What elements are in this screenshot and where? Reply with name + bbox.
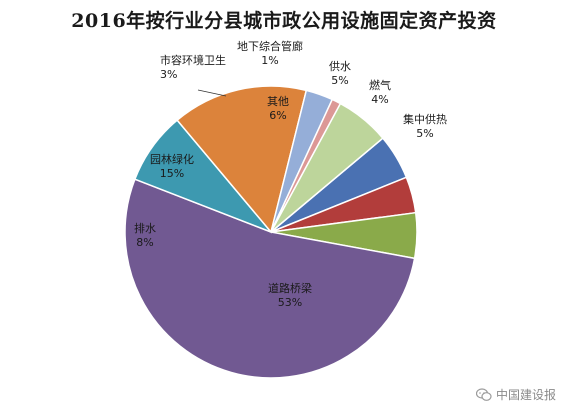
pie-slice-5 bbox=[176, 85, 308, 234]
slice-value-label-3: 53% bbox=[278, 296, 302, 309]
slice-label-6: 市容环境卫生 bbox=[160, 53, 226, 67]
slice-label-7: 地下综合管廊 bbox=[237, 39, 303, 53]
slice-label-2: 集中供热 bbox=[403, 112, 447, 126]
wechat-icon bbox=[475, 387, 492, 401]
slice-value-label-0: 5% bbox=[331, 74, 348, 87]
watermark-text: 中国建设报 bbox=[495, 388, 556, 402]
pie-slice-8 bbox=[270, 102, 384, 233]
slice-label-4: 排水 bbox=[134, 221, 156, 235]
slice-label-0: 供水 bbox=[329, 59, 351, 73]
slice-value-label-7: 1% bbox=[261, 54, 278, 67]
slice-value-label-1: 4% bbox=[371, 93, 388, 106]
watermark: 中国建设报 bbox=[475, 386, 556, 403]
slice-label-1: 燃气 bbox=[369, 78, 391, 92]
slice-value-label-4: 8% bbox=[136, 236, 153, 249]
slice-value-label-5: 15% bbox=[160, 167, 184, 180]
slice-value-label-8: 6% bbox=[269, 109, 286, 122]
chart-title: 2016年按行业分县城市政公用设施固定资产投资 bbox=[71, 10, 497, 32]
slice-value-label-6: 3% bbox=[160, 68, 177, 81]
pie-slice-3 bbox=[124, 178, 416, 379]
leader-line-6 bbox=[197, 89, 227, 97]
slice-label-3: 道路桥梁 bbox=[268, 281, 312, 295]
slice-label-5: 园林绿化 bbox=[150, 152, 194, 166]
slice-value-label-2: 5% bbox=[416, 127, 433, 140]
slice-label-8: 其他 bbox=[267, 95, 289, 108]
